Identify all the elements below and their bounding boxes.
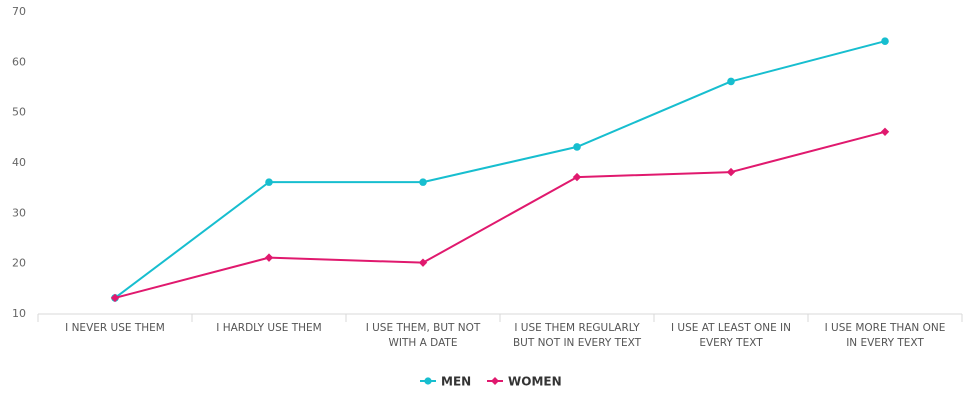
y-tick-label: 30 [12,206,26,219]
data-point-women [418,258,428,267]
data-point-women [572,172,582,182]
x-tick-label: I USE THEM REGULARLY BUT NOT IN EVERY TEX… [513,322,642,349]
x-axis: I NEVER USE THEM I HARDLY USE THEM I USE T… [37,313,963,349]
x-tick-label-line: I USE MORE THAN ONE [825,322,946,334]
legend: MEN WOMEN [420,375,562,389]
data-point-men [573,143,581,151]
x-tick-label-line: IN EVERY TEXT [846,337,924,349]
data-point-women [264,253,274,262]
y-tick-label: 20 [12,257,26,270]
y-axis: 10 20 30 40 50 60 70 [12,5,26,320]
data-point-men [881,37,889,45]
x-tick-label-line: WITH A DATE [389,337,458,349]
x-tick-label: I HARDLY USE THEM [216,322,321,334]
x-tick-label-line: I NEVER USE THEM [65,322,165,334]
x-tick-label-line: I USE AT LEAST ONE IN [671,322,791,334]
x-tick-label-line: EVERY TEXT [699,337,763,349]
legend-circle-marker [424,377,432,385]
series-line-women [114,130,886,299]
data-point-women [726,167,736,177]
x-tick-label: I NEVER USE THEM [65,322,165,334]
x-tick-label: I USE AT LEAST ONE IN EVERY TEXT [671,322,791,349]
x-tick-label-line: BUT NOT IN EVERY TEXT [513,337,642,349]
x-tick-label: I USE MORE THAN ONE IN EVERY TEXT [825,322,946,349]
data-point-men [265,178,273,186]
y-tick-label: 10 [12,307,26,320]
data-point-women [110,293,120,303]
x-tick-label-line: I USE THEM, BUT NOT [366,322,481,334]
series-layer [110,37,890,303]
series-women [110,127,890,303]
x-tick-label-line: I HARDLY USE THEM [216,322,321,334]
y-tick-label: 60 [12,55,26,68]
legend-item-men[interactable]: MEN [420,375,471,389]
legend-item-women[interactable]: WOMEN [487,375,562,389]
x-tick-label: I USE THEM, BUT NOT WITH A DATE [366,322,481,349]
y-tick-label: 40 [12,156,26,169]
legend-label: MEN [441,375,471,389]
data-point-men [419,178,427,186]
legend-diamond-marker [491,377,499,385]
x-tick-label-line: I USE THEM REGULARLY [514,322,640,334]
y-tick-label: 70 [12,5,26,18]
data-point-men [727,77,735,86]
data-point-women [880,127,890,136]
series-line-men [114,40,886,299]
y-tick-label: 50 [12,106,26,119]
series-men [111,37,889,302]
legend-label: WOMEN [508,375,562,389]
